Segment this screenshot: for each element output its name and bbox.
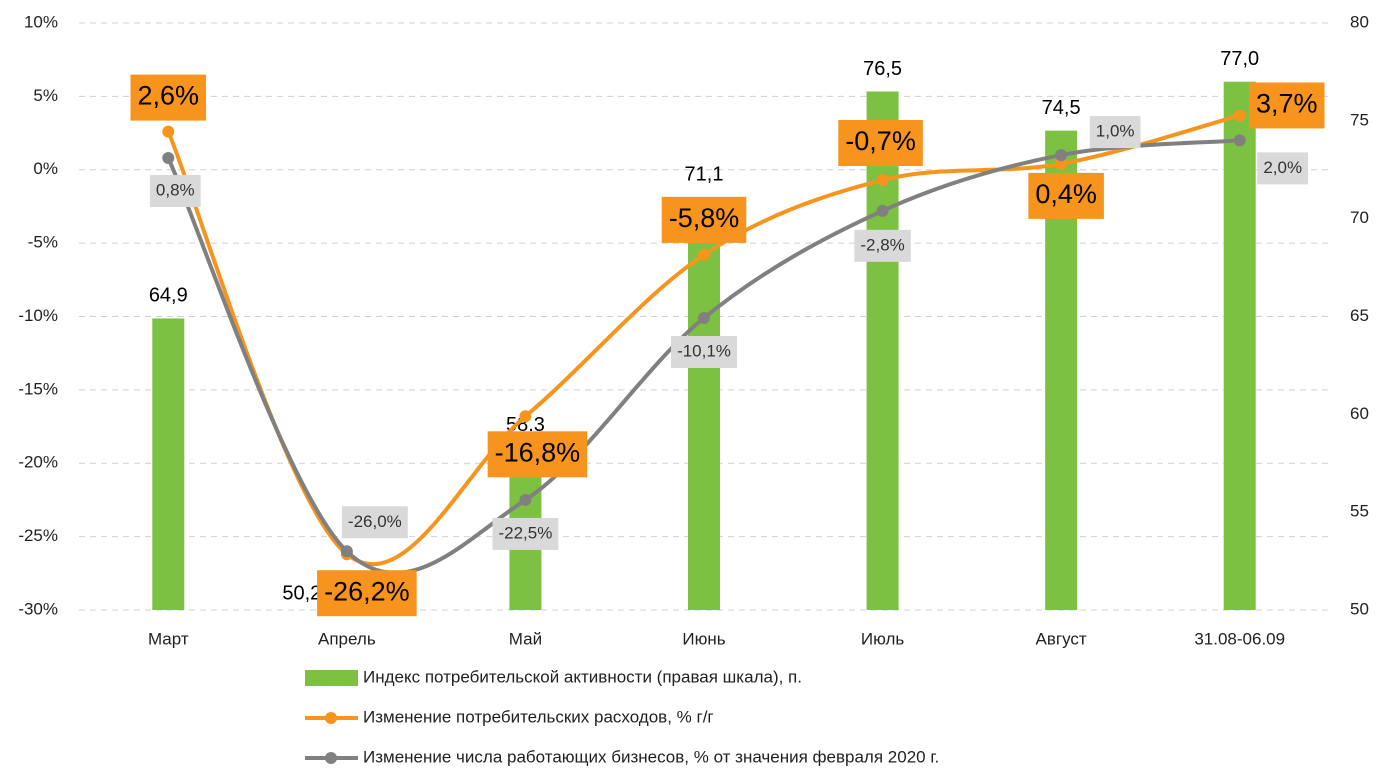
y-tick-label: 0% [33,159,58,178]
x-tick-label: Апрель [318,629,376,648]
data-label-box [149,175,201,208]
bar [866,91,899,610]
y-tick-label: 10% [24,12,58,31]
data-label: -2,8% [854,229,911,262]
y2-tick-label: 55 [1350,502,1369,521]
data-label: 0,8% [149,175,201,208]
x-tick-label: Август [1036,629,1087,648]
data-label: 0,4% [1028,172,1104,219]
y-tick-label: -25% [18,526,58,545]
data-label: -26,0% [341,506,408,539]
data-label: -10,1% [671,335,737,368]
data-label-box [1257,152,1309,185]
data-label-text: -26,0% [348,512,402,531]
y-tick-label: -10% [18,306,58,325]
data-label-box [838,120,923,167]
x-tick-label: Май [509,629,542,648]
line-marker [519,493,532,506]
line-marker [698,248,710,261]
y-tick-label: -5% [28,233,58,252]
line-marker [876,204,889,217]
data-label-text: -2,8% [860,235,904,254]
bar-value-label: 71,1 [685,163,724,185]
x-tick-label: Июнь [682,629,725,648]
y2-tick-label: 70 [1350,208,1369,227]
data-label-text: 1,0% [1096,122,1135,141]
y2-tick-label: 80 [1350,12,1369,31]
data-label-box [487,431,588,478]
data-label-text: 3,7% [1256,89,1318,119]
data-label-text: -0,7% [845,126,916,156]
data-label-box [661,196,747,243]
y-tick-label: -30% [18,599,58,618]
legend-label: Изменение потребительских расходов, % г/… [363,707,714,726]
line-marker [1233,134,1246,147]
data-label: -22,5% [492,517,559,550]
bar-value-label: 76,5 [863,58,902,80]
line-marker [519,410,532,423]
data-label: 2,6% [130,74,207,121]
x-tick-label: Июль [861,629,905,648]
y2-tick-label: 75 [1350,110,1369,129]
data-label-box [317,570,417,617]
data-label-box [1089,116,1141,149]
data-label-text: 2,6% [138,81,200,111]
bar-value-label: 58.3 [506,414,545,436]
data-label-text: 2,0% [1263,158,1302,177]
data-label-text: 0,8% [156,180,195,199]
data-label-box [671,335,737,368]
data-label-text: -16,8% [495,437,581,467]
legend-swatch-marker [325,752,337,764]
data-label-text: -5,8% [669,203,740,233]
data-label-box [341,506,408,539]
data-label-box [492,517,559,550]
bar-value-label: 77,0 [1220,48,1259,70]
line-marker [1055,157,1068,170]
data-label-text: -22,5% [498,523,552,542]
data-label: 2,0% [1257,152,1309,185]
legend-label: Индекс потребительской активности (права… [363,667,802,686]
legend-swatch-marker [325,712,337,724]
line-marker [698,311,710,324]
line-marker [1233,109,1246,122]
data-label: -0,7% [838,120,923,167]
data-label-box [854,229,911,262]
y2-tick-label: 50 [1350,599,1369,618]
y-tick-label: -15% [18,379,58,398]
data-label-text: -26,2% [324,576,410,606]
data-label-box [1248,82,1325,129]
bar [152,318,185,610]
line-marker [340,545,353,558]
x-tick-label: 31.08-06.09 [1194,629,1285,648]
data-label-box [1028,172,1104,219]
y-tick-label: -20% [18,453,58,472]
line [166,138,1240,575]
y2-tick-label: 65 [1350,306,1369,325]
data-label-text: 0,4% [1035,179,1097,209]
data-label-box [130,74,207,121]
y2-tick-label: 60 [1350,404,1369,423]
data-label-text: -10,1% [677,341,731,360]
line-marker [876,174,889,187]
data-label: -26,2% [317,570,417,617]
legend-swatch [305,670,358,686]
bar [1223,81,1256,610]
y-tick-label: 5% [33,86,58,105]
line-marker [1055,149,1068,162]
bar-value-label: 64,9 [149,285,188,307]
data-label: -5,8% [661,196,747,243]
bar-value-label: 50,2 [282,582,321,604]
bar [688,197,720,611]
data-label: -16,8% [487,431,588,478]
data-label: 3,7% [1248,82,1325,129]
line-marker [162,152,175,165]
data-label: 1,0% [1089,116,1141,149]
legend-label: Изменение числа работающих бизнесов, % о… [363,747,939,766]
x-tick-label: Март [148,629,189,648]
line-marker [162,125,175,138]
bar-value-label: 74,5 [1042,97,1081,119]
